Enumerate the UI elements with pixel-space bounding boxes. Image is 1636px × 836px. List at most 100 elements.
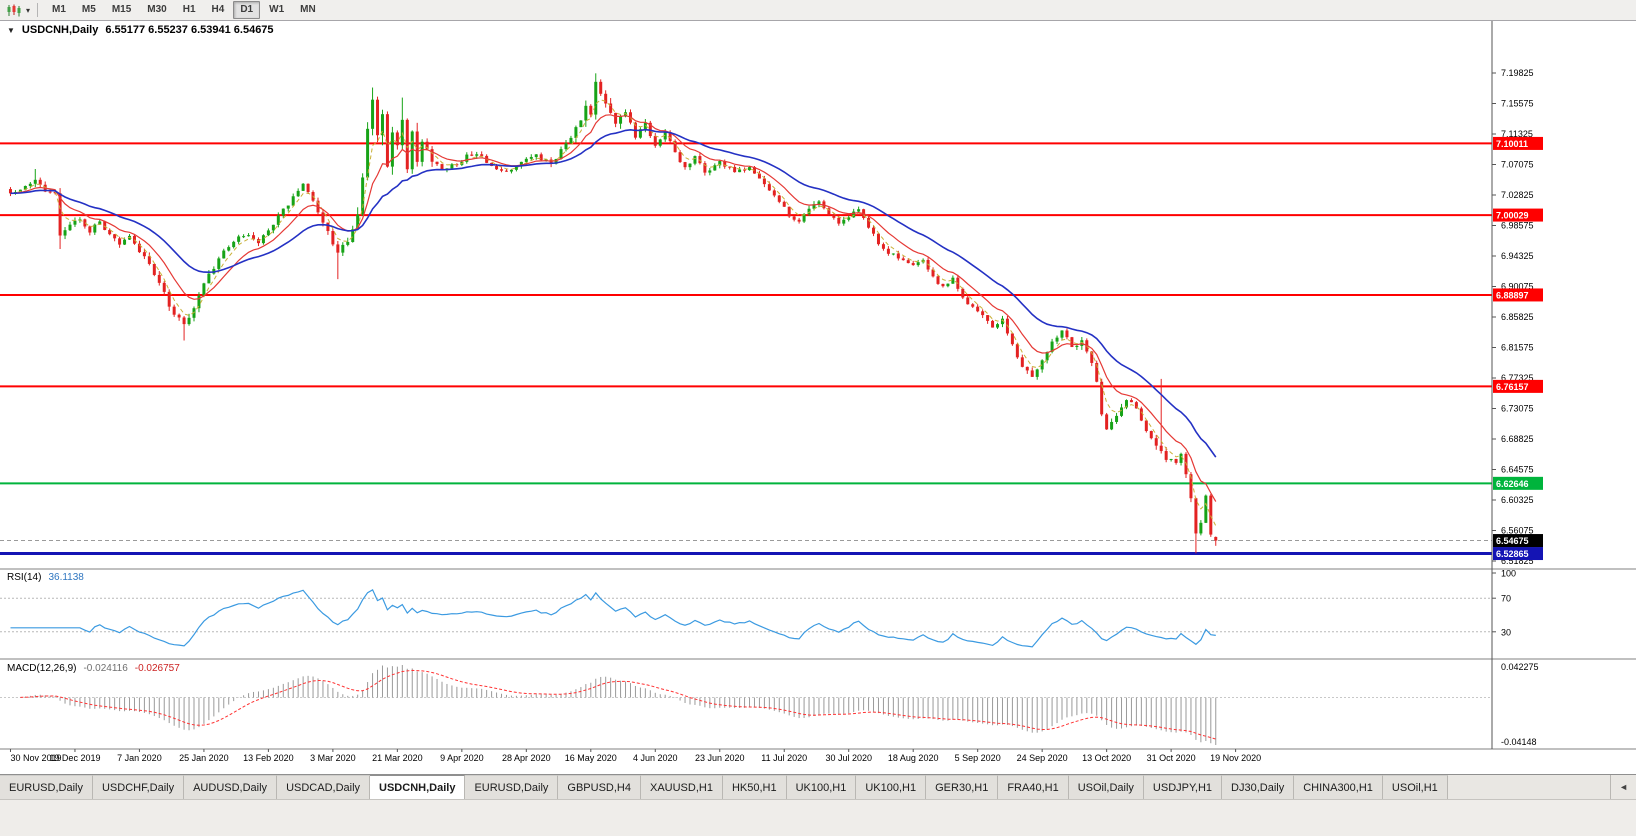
chart-ohlc-values: 6.55177 6.55237 6.53941 6.54675: [105, 24, 274, 36]
rsi-axis-label: 70: [1501, 594, 1511, 604]
level-price-badge: [1493, 476, 1543, 490]
date-label: 5 Sep 2020: [955, 753, 1001, 763]
toolbar-separator: [37, 3, 39, 17]
tab-usoil-daily-13[interactable]: USOil,Daily: [1068, 775, 1144, 799]
tab-usoil-h1-17[interactable]: USOil,H1: [1382, 775, 1448, 799]
rsi-axis-label: 30: [1501, 627, 1511, 637]
svg-text:7.00029: 7.00029: [1496, 211, 1529, 221]
chart-tab-bar: EURUSD,Daily USDCHF,Daily AUDUSD,Daily USDC…: [0, 774, 1636, 799]
svg-text:7.10011: 7.10011: [1496, 139, 1528, 149]
tab-uk100-h1-9[interactable]: UK100,H1: [786, 775, 857, 799]
collapse-icon[interactable]: ▼: [7, 25, 15, 35]
date-label: 25 Jan 2020: [179, 753, 229, 763]
macd-axis-top-label: 0.042275: [1501, 662, 1539, 672]
timeframe-button-w1[interactable]: W1: [269, 4, 285, 15]
date-label: 13 Oct 2020: [1082, 753, 1131, 763]
price-tick-label: 7.19825: [1501, 68, 1534, 78]
macd-name: MACD(12,26,9): [7, 663, 77, 674]
tab-china300-h1-16[interactable]: CHINA300,H1: [1294, 775, 1383, 799]
date-label: 30 Jul 2020: [825, 753, 872, 763]
tab-xauusd-h1-7[interactable]: XAUUSD,H1: [640, 775, 723, 799]
tab-eurusd-daily-0[interactable]: EURUSD,Daily: [0, 775, 93, 799]
rsi-value: 36.1138: [48, 572, 84, 583]
price-tick-label: 6.51825: [1501, 556, 1534, 566]
timeframe-button-mn[interactable]: MN: [300, 4, 316, 15]
timeframe-button-m1[interactable]: M1: [52, 4, 66, 15]
macd-indicator-label: MACD(12,26,9) -0.024116 -0.026757: [7, 663, 180, 674]
date-label: 11 Jul 2020: [761, 753, 807, 763]
rsi-line: [10, 588, 1216, 648]
price-tick-label: 6.90075: [1501, 282, 1534, 292]
level-price-badge: [1493, 288, 1543, 302]
timeframe-button-h4[interactable]: H4: [211, 4, 225, 15]
tab-gbpusd-h4-6[interactable]: GBPUSD,H4: [558, 775, 641, 799]
tab-uk100-h1-10[interactable]: UK100,H1: [856, 775, 927, 799]
tab-scroll-left-icon[interactable]: ◄: [1610, 775, 1636, 799]
date-label: 13 Feb 2020: [243, 753, 294, 763]
price-tick-label: 6.56075: [1501, 526, 1534, 536]
ma-10-line: [10, 114, 1217, 502]
macd-main-value: -0.024116: [83, 663, 128, 674]
date-label: 31 Oct 2020: [1147, 753, 1196, 763]
date-label: 30 Nov 2019: [10, 753, 61, 763]
macd-signal-line: [20, 669, 1216, 740]
tab-hk50-h1-8[interactable]: HK50,H1: [722, 775, 787, 799]
candles-layer: [8, 73, 1218, 554]
price-tick-label: 6.98575: [1501, 221, 1534, 231]
macd-signal-value: -0.026757: [134, 663, 180, 674]
price-tick-label: 6.81575: [1501, 343, 1534, 353]
tab-dj30-daily-15[interactable]: DJ30,Daily: [1222, 775, 1295, 799]
ma-4-line: [10, 99, 1217, 527]
date-label: 28 Apr 2020: [502, 753, 551, 763]
tab-usdjpy-h1-14[interactable]: USDJPY,H1: [1143, 775, 1223, 799]
date-label: 19 Nov 2020: [1210, 753, 1261, 763]
price-tick-label: 7.15575: [1501, 99, 1534, 109]
timeframe-button-h1[interactable]: H1: [182, 4, 196, 15]
timeframe-button-m5[interactable]: M5: [81, 4, 96, 15]
tab-audusd-daily-2[interactable]: AUDUSD,Daily: [184, 775, 278, 799]
date-label: 19 Dec 2019: [49, 753, 100, 763]
tab-usdcad-daily-3[interactable]: USDCAD,Daily: [277, 775, 371, 799]
timeframe-button-m30[interactable]: M30: [147, 4, 167, 15]
price-tick-label: 6.60325: [1501, 495, 1534, 505]
price-tick-label: 6.73075: [1501, 404, 1534, 414]
timeframe-button-d1[interactable]: D1: [233, 1, 261, 19]
price-tick-label: 7.11325: [1501, 129, 1533, 139]
date-label: 3 Mar 2020: [310, 753, 356, 763]
chart-type-icon[interactable]: [4, 3, 23, 18]
price-tick-label: 6.77325: [1501, 373, 1534, 383]
date-label: 18 Aug 2020: [888, 753, 939, 763]
dropdown-caret-icon[interactable]: ▾: [26, 5, 31, 15]
svg-text:6.52865: 6.52865: [1496, 549, 1529, 559]
price-axis-labels: 7.19825 7.15575 7.11325 7.07075 7.02825 6.985…: [1492, 68, 1534, 566]
chart-window: 7.19825 7.15575 7.11325 7.07075 7.02825 6.985…: [0, 21, 1636, 774]
price-tick-label: 7.02825: [1501, 190, 1534, 200]
date-label: 24 Sep 2020: [1017, 753, 1068, 763]
top-toolbar: ▾ M1 M5 M15 M30 H1 H4 D1 W1 MN: [0, 0, 1636, 21]
price-tick-label: 6.64575: [1501, 465, 1534, 475]
level-price-badge: [1493, 136, 1543, 150]
tab-fra40-h1-12[interactable]: FRA40,H1: [998, 775, 1069, 799]
rsi-indicator-label: RSI(14) 36.1138: [7, 572, 84, 583]
price-tick-label: 6.94325: [1501, 251, 1534, 261]
date-label: 21 Mar 2020: [372, 753, 423, 763]
tab-usdchf-daily-1[interactable]: USDCHF,Daily: [92, 775, 185, 799]
macd-axis-bottom-label: -0.04148: [1501, 737, 1537, 747]
ma-25-line: [10, 128, 1217, 458]
current-price-badge: [1493, 534, 1543, 548]
date-label: 7 Jan 2020: [117, 753, 162, 763]
level-price-badge: [1493, 547, 1543, 561]
tab-eurusd-daily-5[interactable]: EURUSD,Daily: [465, 775, 559, 799]
tab-usdcnh-daily-4[interactable]: USDCNH,Daily: [370, 775, 466, 799]
svg-text:6.88897: 6.88897: [1496, 290, 1529, 300]
timeframe-button-m15[interactable]: M15: [111, 4, 132, 15]
price-tick-label: 7.07075: [1501, 160, 1534, 170]
macd-histogram: [14, 665, 1217, 745]
date-label: 9 Apr 2020: [440, 753, 484, 763]
price-chart-canvas[interactable]: 7.19825 7.15575 7.11325 7.07075 7.02825 6.985…: [0, 21, 1636, 774]
horizontal-level-lines: [0, 142, 1492, 556]
status-bar: [0, 799, 1636, 836]
price-tick-label: 6.68825: [1501, 434, 1534, 444]
tab-ger30-h1-11[interactable]: GER30,H1: [926, 775, 999, 799]
date-label: 4 Jun 2020: [633, 753, 678, 763]
